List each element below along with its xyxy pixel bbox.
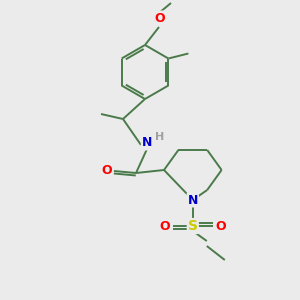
Text: O: O	[155, 11, 165, 25]
Text: O: O	[215, 220, 226, 232]
Text: N: N	[188, 194, 198, 206]
Text: N: N	[142, 136, 152, 149]
Text: O: O	[160, 220, 170, 232]
Text: S: S	[188, 219, 198, 233]
Text: O: O	[102, 164, 112, 178]
Text: H: H	[155, 132, 165, 142]
